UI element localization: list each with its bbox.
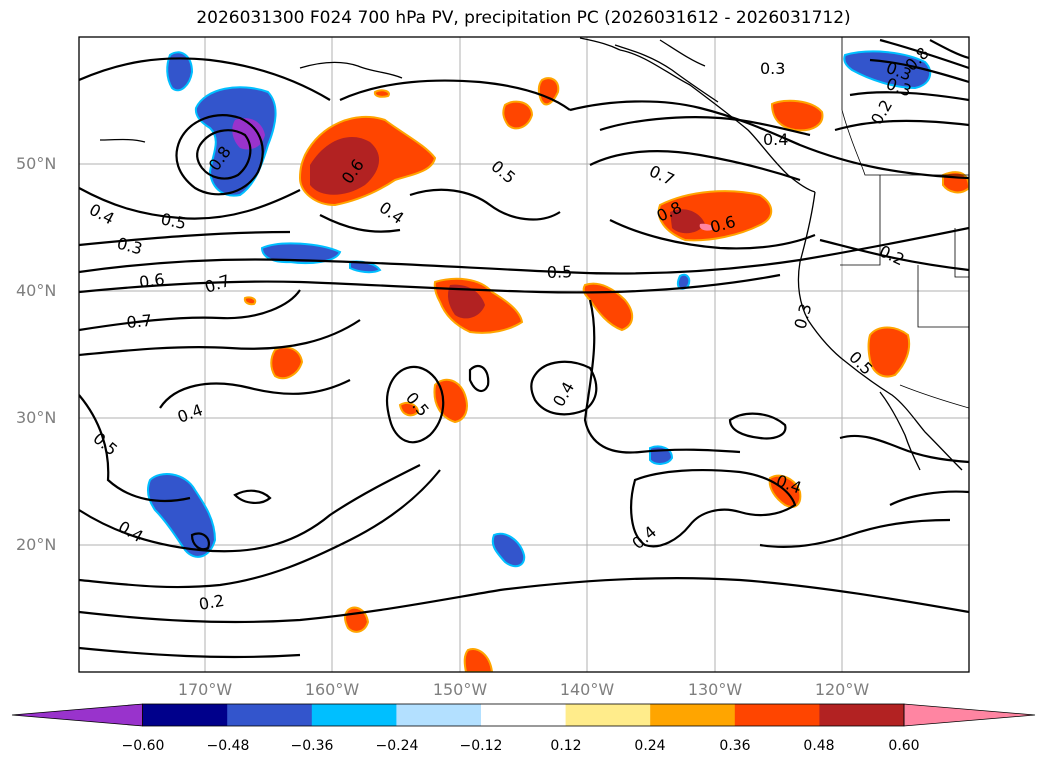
- lat-label-30n: 30°N: [16, 408, 57, 427]
- positive-anomaly-regions: [243, 77, 969, 672]
- colorbar-segment: [227, 704, 313, 726]
- negative-anomaly-region: [146, 473, 217, 558]
- map-title: 2026031300 F024 700 hPa PV, precipitatio…: [196, 8, 851, 28]
- positive-anomaly-region: [502, 100, 534, 130]
- colorbar-tick-label: −0.60: [121, 738, 165, 754]
- contour-label: 0.6: [138, 270, 166, 292]
- positive-anomaly-region: [463, 648, 494, 672]
- colorbar-tick-label: −0.12: [459, 738, 503, 754]
- negative-anomaly-region: [843, 50, 932, 90]
- contour-label: 0.3: [760, 59, 785, 78]
- colorbar-segment: [565, 704, 651, 726]
- positive-anomaly-region: [447, 284, 485, 319]
- positive-anomaly-region: [699, 223, 713, 231]
- negative-anomaly-regions: [146, 50, 932, 568]
- colorbar-segment: [11, 703, 144, 727]
- colorbar-segment: [734, 704, 820, 726]
- colorbar-segment: [311, 704, 397, 726]
- colorbar-tick-label: 0.48: [803, 738, 835, 754]
- positive-anomaly-region: [770, 99, 824, 132]
- colorbar-tick-label: 0.60: [888, 738, 920, 754]
- pv-contours: [79, 38, 969, 659]
- contour-label: 0.4: [763, 130, 788, 149]
- positive-anomaly-region: [243, 296, 257, 306]
- colorbar-segment: [396, 704, 482, 726]
- colorbar-segment: [903, 703, 1036, 727]
- lon-label-130w: 130°W: [687, 680, 743, 699]
- negative-anomaly-region: [491, 532, 526, 568]
- lon-label-140w: 140°W: [559, 680, 615, 699]
- contour-label: 0.7: [126, 311, 153, 332]
- colorbar-outline: [142, 703, 905, 727]
- colorbar-segment: [481, 704, 567, 726]
- political-borders: [840, 37, 969, 409]
- positive-anomaly-region: [537, 77, 560, 106]
- lon-label-160w: 160°W: [304, 680, 360, 699]
- colorbar-tick-label: −0.24: [375, 738, 419, 754]
- negative-anomaly-region: [232, 118, 265, 150]
- positive-anomaly-region: [310, 136, 380, 195]
- negative-anomaly-region: [676, 273, 691, 290]
- lat-label-20n: 20°N: [16, 535, 57, 554]
- coastlines: [99, 37, 963, 471]
- contour-label: 0.5: [546, 262, 572, 282]
- gridlines: [79, 37, 969, 672]
- colorbar-tick-label: 0.12: [550, 738, 582, 754]
- colorbar-tick-label: −0.48: [206, 738, 250, 754]
- lon-label-120w: 120°W: [814, 680, 870, 699]
- negative-anomaly-region: [166, 51, 194, 92]
- positive-anomaly-region: [373, 89, 390, 98]
- colorbar-segment: [650, 704, 736, 726]
- positive-anomaly-region: [867, 326, 911, 378]
- contour-label: 0.2: [197, 591, 225, 614]
- colorbar-tick-label: 0.24: [634, 738, 666, 754]
- lat-label-50n: 50°N: [16, 154, 57, 173]
- map-canvas: [79, 37, 969, 672]
- positive-anomaly-region: [398, 402, 420, 417]
- map-frame: [78, 36, 970, 673]
- lon-label-170w: 170°W: [177, 680, 233, 699]
- contour-label: 0.5: [159, 209, 188, 233]
- colorbar: [11, 703, 1036, 727]
- colorbar-segment: [142, 704, 228, 726]
- positive-anomaly-region: [270, 346, 304, 380]
- colorbar-tick-label: 0.36: [719, 738, 751, 754]
- positive-anomaly-region: [670, 209, 705, 234]
- colorbar-tick-label: −0.36: [290, 738, 334, 754]
- lon-label-150w: 150°W: [432, 680, 488, 699]
- colorbar-segment: [819, 704, 905, 726]
- lat-label-40n: 40°N: [16, 281, 57, 300]
